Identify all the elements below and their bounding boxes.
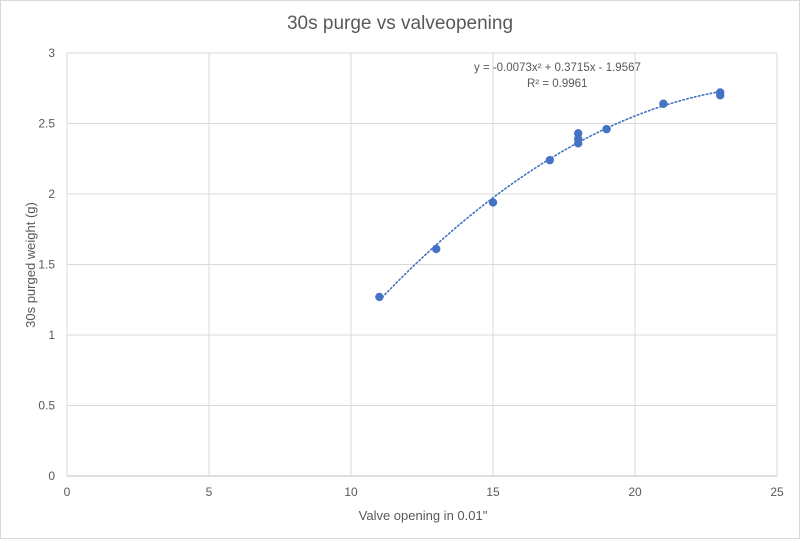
x-tick-label: 10 bbox=[344, 485, 358, 499]
data-point bbox=[545, 155, 554, 165]
data-points bbox=[375, 88, 725, 302]
data-point bbox=[488, 198, 498, 207]
trendline bbox=[378, 90, 721, 302]
y-tick-label: 1.5 bbox=[38, 258, 55, 272]
data-point bbox=[716, 91, 725, 100]
data-point bbox=[432, 244, 441, 254]
x-tick-label: 25 bbox=[770, 485, 784, 499]
trendline-equation: y = -0.0073x² + 0.3715x - 1.9567 bbox=[474, 62, 641, 74]
y-axis-label: 30s purged weight (g) bbox=[23, 202, 38, 328]
data-point bbox=[602, 124, 611, 134]
y-tick-label: 3 bbox=[48, 46, 55, 60]
y-tick-label: 0.5 bbox=[38, 399, 55, 413]
y-tick-label: 2.5 bbox=[38, 117, 55, 131]
x-tick-label: 15 bbox=[486, 485, 500, 499]
y-axis-ticks: 0 0.5 1 1.5 2 2.5 3 bbox=[38, 46, 55, 483]
trendline-r-squared: R² = 0.9961 bbox=[527, 78, 587, 90]
data-point bbox=[659, 99, 668, 108]
chart-title: 30s purge vs valveopening bbox=[287, 13, 513, 34]
x-tick-label: 5 bbox=[206, 485, 213, 499]
y-tick-label: 2 bbox=[48, 187, 55, 201]
data-point bbox=[375, 292, 384, 302]
x-axis-label: Valve opening in 0.01" bbox=[359, 508, 488, 523]
data-point bbox=[574, 139, 583, 148]
x-tick-label: 20 bbox=[628, 485, 642, 499]
gridlines bbox=[66, 52, 778, 477]
x-tick-label: 0 bbox=[64, 485, 71, 499]
y-tick-label: 0 bbox=[48, 469, 55, 483]
y-tick-label: 1 bbox=[48, 328, 55, 342]
x-axis-ticks: 0 5 10 15 20 25 bbox=[64, 485, 784, 499]
